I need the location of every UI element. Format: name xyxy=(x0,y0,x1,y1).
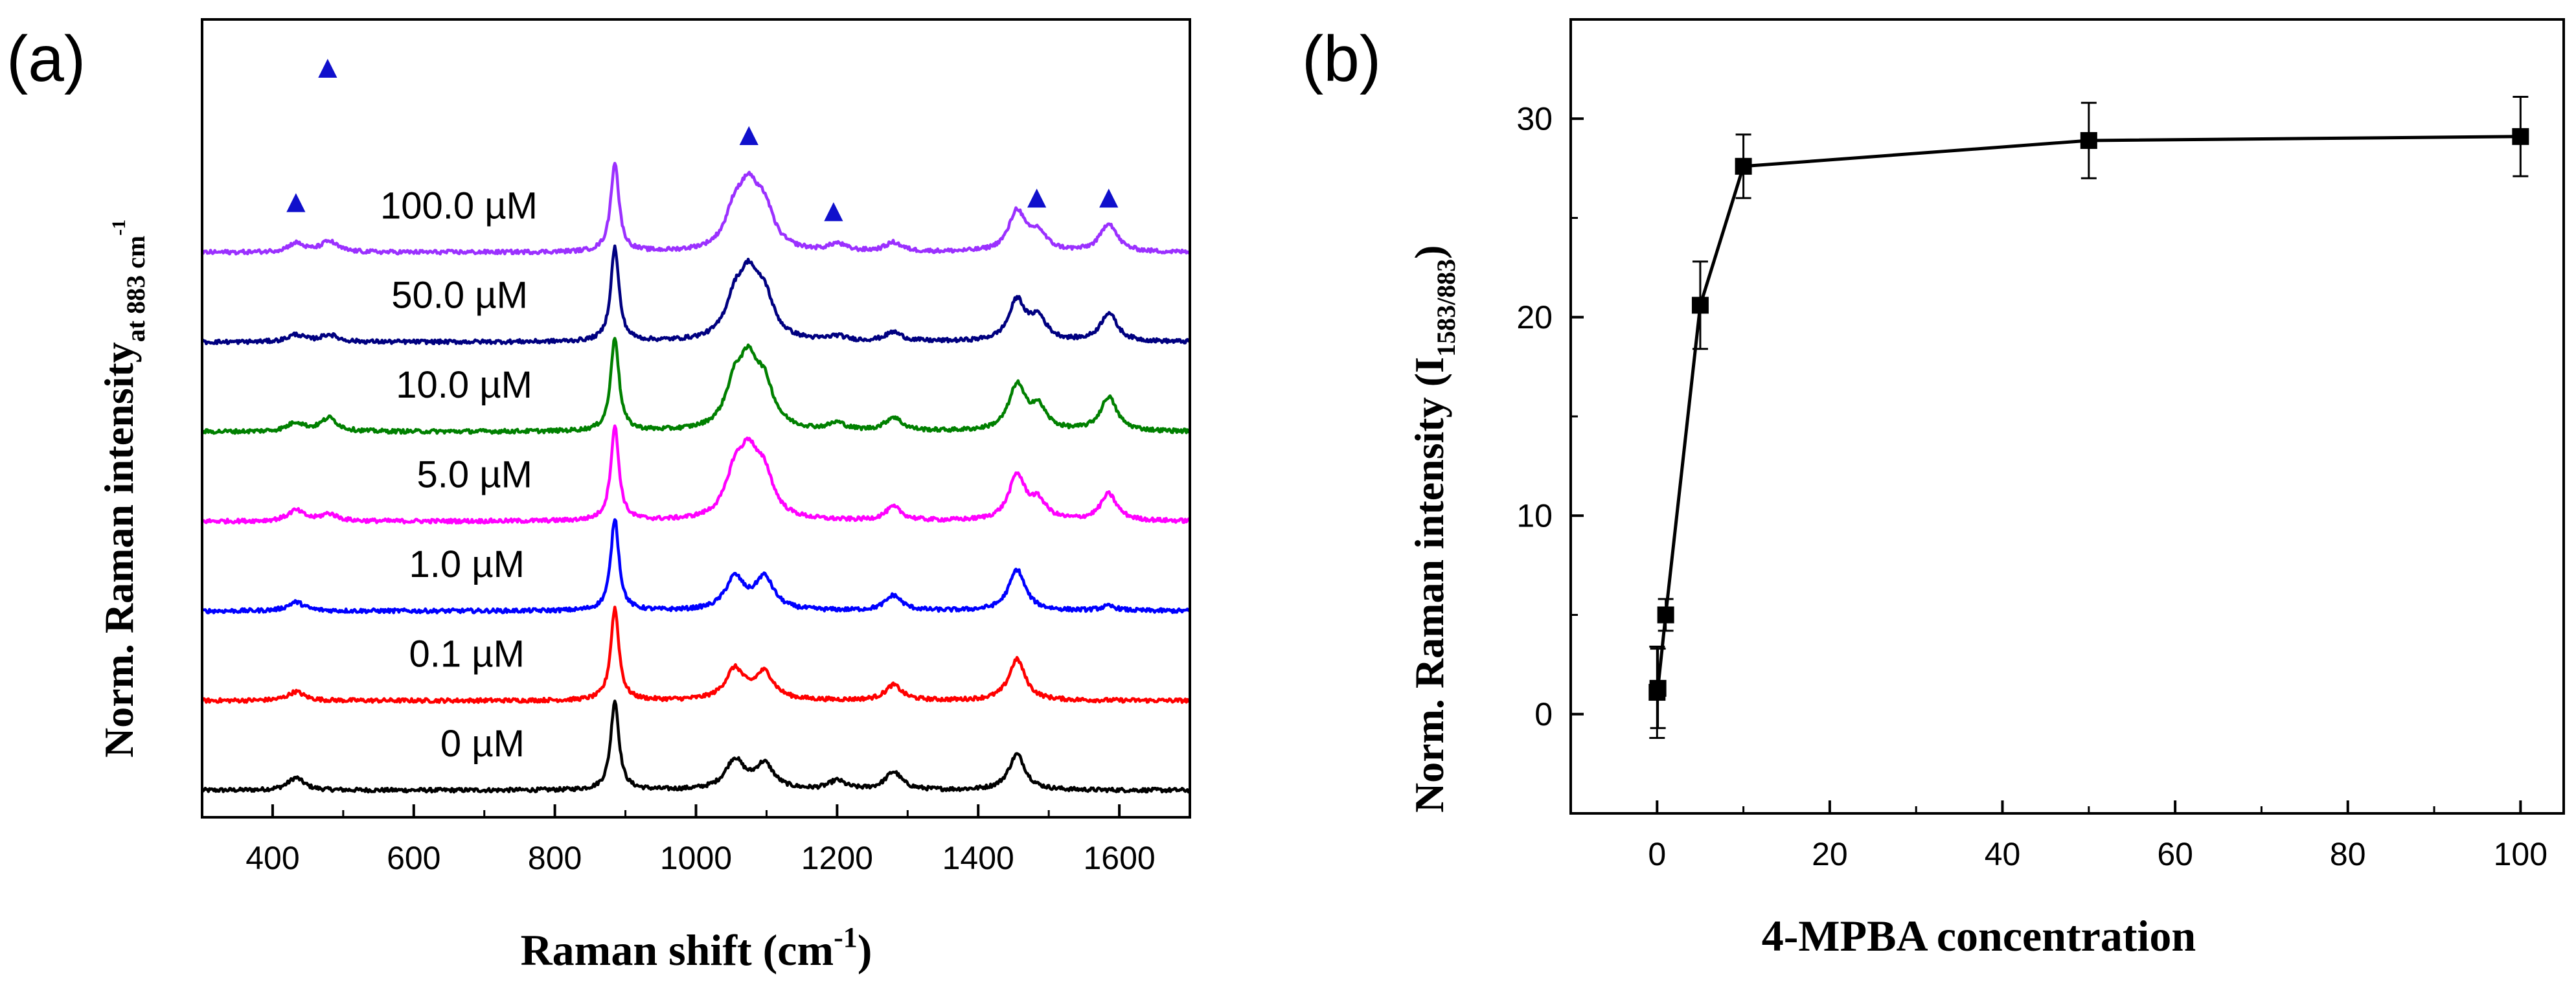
a-peak-marker-icon: ▲ xyxy=(733,116,765,152)
a-x-label-main: Raman shift (cm xyxy=(521,925,834,975)
a-x-tick-label: 800 xyxy=(528,840,582,876)
a-x-tick-label: 1000 xyxy=(660,840,732,876)
a-series-labels: 0 µM 0.1 µM 1.0 µM 5.0 µM 10.0 µM 50.0 µM 100.… xyxy=(380,185,538,765)
panel-a-label: (a) xyxy=(6,23,85,95)
a-x-label-close: ) xyxy=(858,925,872,975)
b-data-point xyxy=(1691,297,1709,314)
b-y-tick-label: 20 xyxy=(1516,299,1553,335)
a-peak-marker-icon: ▲ xyxy=(280,183,312,220)
a-x-tick-label: 400 xyxy=(245,840,299,876)
panel-b: (b) 0 20 40 60 80 100 0 10 20 30 4-MPBA concentr… xyxy=(1302,18,2565,960)
a-series-label: 100.0 µM xyxy=(380,185,538,227)
a-x-ticks: 400 600 800 1000 1200 1400 1600 xyxy=(201,804,1191,876)
b-data-point xyxy=(1649,679,1667,697)
a-series-label: 0.1 µM xyxy=(409,633,525,675)
a-x-tick-label: 600 xyxy=(387,840,440,876)
b-x-tick-label: 60 xyxy=(2157,836,2193,872)
a-spectrum-line xyxy=(201,244,1191,346)
b-y-label-close: ) xyxy=(1406,245,1452,259)
a-y-label-sub: at 883 cm xyxy=(121,236,150,342)
a-peak-marker-icon: ▲ xyxy=(817,192,850,228)
a-spectrum-line xyxy=(201,424,1191,525)
a-spectrum-line xyxy=(200,606,1191,705)
a-series-label: 5.0 µM xyxy=(417,454,532,496)
a-x-label-sup: -1 xyxy=(834,922,858,953)
b-y-tick-label: 30 xyxy=(1516,100,1553,137)
b-series-group xyxy=(1648,96,2529,740)
b-data-point xyxy=(2512,128,2529,145)
a-spectrum-line xyxy=(201,699,1191,794)
b-x-tick-label: 80 xyxy=(2330,836,2366,872)
a-series-label: 50.0 µM xyxy=(391,275,528,317)
b-x-tick-label: 0 xyxy=(1648,836,1666,872)
a-series-label: 10.0 µM xyxy=(396,364,532,406)
a-y-label-main: Norm. Raman intensity xyxy=(96,342,142,758)
a-peak-marker-icon: ▲ xyxy=(1093,179,1125,215)
b-x-tick-label: 100 xyxy=(2494,836,2548,872)
a-series-label: 0 µM xyxy=(440,723,525,765)
b-x-axis-label: 4-MPBA concentration xyxy=(1762,911,2196,960)
b-y-ticks: 0 10 20 30 xyxy=(1516,18,1584,815)
a-x-axis-label: Raman shift (cm-1) xyxy=(521,922,872,975)
a-spectrum-line xyxy=(201,518,1191,615)
panel-a: (a) 0 µM 0.1 µM 1.0 µM 5.0 µM 10.0 µM 50.0 µM… xyxy=(6,18,1191,975)
a-x-tick-label: 1400 xyxy=(942,840,1014,876)
a-y-label-sub-sup: -1 xyxy=(108,220,130,236)
b-y-label-sub: 1583/883 xyxy=(1431,259,1461,357)
a-peak-markers: ▲ ▲ ▲ ▲ ▲ ▲ xyxy=(280,49,1124,228)
b-x-ticks: 0 20 40 60 80 100 xyxy=(1569,800,2548,872)
a-peak-marker-icon: ▲ xyxy=(312,49,344,85)
a-spectrum-line xyxy=(201,337,1191,435)
a-x-tick-label: 1200 xyxy=(801,840,873,876)
b-y-label-main: Norm. Raman intensity (I xyxy=(1406,357,1452,813)
b-x-tick-label: 20 xyxy=(1812,836,1848,872)
a-peak-marker-icon: ▲ xyxy=(1021,179,1053,215)
b-series-line xyxy=(1655,135,2521,693)
a-spectra-group xyxy=(200,161,1191,794)
b-y-tick-label: 10 xyxy=(1516,497,1553,534)
b-data-point xyxy=(1657,606,1674,624)
b-y-axis-label: Norm. Raman intensity (I1583/883) xyxy=(1406,245,1461,813)
a-y-axis-label: Norm. Raman intensityat 883 cm-1 xyxy=(96,220,150,758)
b-data-point xyxy=(1735,157,1752,175)
b-x-tick-label: 40 xyxy=(1985,836,2021,872)
a-series-label: 1.0 µM xyxy=(409,543,525,585)
a-x-tick-label: 1600 xyxy=(1083,840,1155,876)
b-y-tick-label: 0 xyxy=(1534,696,1553,732)
a-spectrum-line xyxy=(201,161,1191,256)
panel-b-label: (b) xyxy=(1302,23,1381,95)
b-data-point xyxy=(2080,131,2097,149)
